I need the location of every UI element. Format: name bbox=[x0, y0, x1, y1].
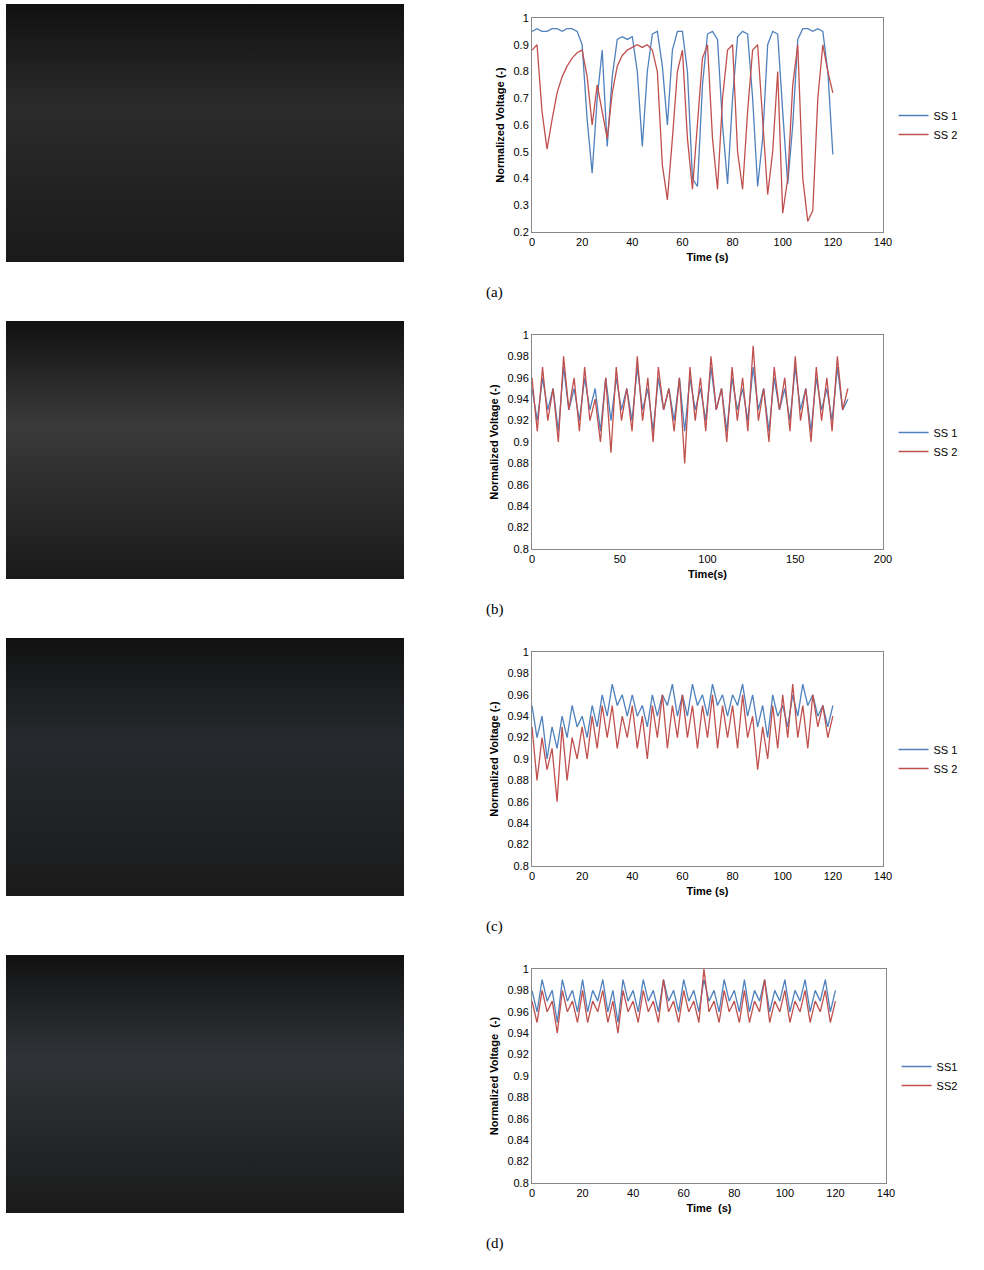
svg-text:0.9: 0.9 bbox=[514, 436, 529, 448]
svg-text:80: 80 bbox=[728, 1187, 740, 1199]
svg-text:1: 1 bbox=[523, 646, 529, 658]
svg-text:40: 40 bbox=[627, 1187, 639, 1199]
svg-text:0.86: 0.86 bbox=[507, 479, 528, 491]
svg-text:100: 100 bbox=[774, 236, 792, 248]
svg-text:1: 1 bbox=[523, 329, 529, 341]
svg-text:200: 200 bbox=[874, 553, 892, 565]
svg-text:0.8: 0.8 bbox=[514, 65, 529, 77]
svg-text:140: 140 bbox=[874, 870, 892, 882]
svg-text:80: 80 bbox=[726, 236, 738, 248]
svg-text:Normalized Voltage (-): Normalized Voltage (-) bbox=[488, 384, 500, 500]
svg-text:0.8: 0.8 bbox=[514, 1177, 529, 1189]
svg-text:SS2: SS2 bbox=[937, 1080, 958, 1092]
html-text:(b): (b) bbox=[486, 601, 504, 617]
svg-text:0.96: 0.96 bbox=[507, 689, 528, 701]
svg-text:0.92: 0.92 bbox=[507, 414, 528, 426]
svg-text:Normalized Voltage (-): Normalized Voltage (-) bbox=[488, 1016, 500, 1135]
svg-text:0.86: 0.86 bbox=[507, 796, 528, 808]
svg-text:0.98: 0.98 bbox=[507, 350, 528, 362]
svg-text:Time (s): Time (s) bbox=[687, 885, 729, 897]
svg-text:150: 150 bbox=[786, 553, 804, 565]
svg-text:SS 1: SS 1 bbox=[934, 110, 958, 122]
svg-text:0.88: 0.88 bbox=[507, 1091, 528, 1103]
svg-text:60: 60 bbox=[676, 236, 688, 248]
svg-text:120: 120 bbox=[824, 236, 842, 248]
svg-text:140: 140 bbox=[874, 236, 892, 248]
svg-text:140: 140 bbox=[877, 1187, 895, 1199]
svg-text:40: 40 bbox=[626, 870, 638, 882]
svg-text:20: 20 bbox=[576, 1187, 588, 1199]
svg-text:Normalized Voltage (-): Normalized Voltage (-) bbox=[494, 67, 506, 183]
html-text:(c): (c) bbox=[486, 918, 503, 934]
svg-text:0.4: 0.4 bbox=[514, 172, 529, 184]
svg-text:1: 1 bbox=[523, 12, 529, 24]
svg-text:40: 40 bbox=[626, 236, 638, 248]
html-text:(a): (a) bbox=[486, 284, 503, 300]
svg-text:20: 20 bbox=[576, 236, 588, 248]
svg-text:0.88: 0.88 bbox=[507, 774, 528, 786]
svg-text:0.94: 0.94 bbox=[507, 393, 528, 405]
svg-text:0.98: 0.98 bbox=[507, 984, 528, 996]
svg-text:0.86: 0.86 bbox=[507, 1113, 528, 1125]
svg-text:100: 100 bbox=[698, 553, 716, 565]
svg-text:Time (s): Time (s) bbox=[686, 1202, 731, 1214]
svg-text:SS 1: SS 1 bbox=[934, 427, 958, 439]
svg-text:0.84: 0.84 bbox=[507, 817, 528, 829]
svg-text:SS1: SS1 bbox=[937, 1061, 958, 1073]
svg-text:80: 80 bbox=[726, 870, 738, 882]
svg-text:1: 1 bbox=[523, 963, 529, 975]
svg-text:0.94: 0.94 bbox=[507, 710, 528, 722]
svg-text:120: 120 bbox=[824, 870, 842, 882]
html-text:(d): (d) bbox=[486, 1235, 504, 1251]
svg-text:Time(s): Time(s) bbox=[688, 568, 727, 580]
svg-text:60: 60 bbox=[676, 870, 688, 882]
svg-text:0.96: 0.96 bbox=[507, 372, 528, 384]
svg-text:0.8: 0.8 bbox=[514, 543, 529, 555]
svg-text:50: 50 bbox=[614, 553, 626, 565]
svg-text:Normalized Voltage (-): Normalized Voltage (-) bbox=[488, 701, 500, 817]
svg-text:0.88: 0.88 bbox=[507, 457, 528, 469]
svg-text:SS 2: SS 2 bbox=[934, 129, 958, 141]
svg-text:0.7: 0.7 bbox=[514, 92, 529, 104]
svg-text:SS 2: SS 2 bbox=[934, 763, 958, 775]
svg-text:0.8: 0.8 bbox=[514, 860, 529, 872]
svg-text:60: 60 bbox=[678, 1187, 690, 1199]
svg-text:120: 120 bbox=[826, 1187, 844, 1199]
svg-text:SS 1: SS 1 bbox=[934, 744, 958, 756]
svg-text:0.82: 0.82 bbox=[507, 1155, 528, 1167]
svg-text:0.9: 0.9 bbox=[514, 1070, 529, 1082]
svg-text:0.6: 0.6 bbox=[514, 119, 529, 131]
svg-text:100: 100 bbox=[776, 1187, 794, 1199]
svg-text:20: 20 bbox=[576, 870, 588, 882]
svg-text:0.2: 0.2 bbox=[514, 226, 529, 238]
svg-text:100: 100 bbox=[774, 870, 792, 882]
svg-text:0.82: 0.82 bbox=[507, 838, 528, 850]
svg-text:0.9: 0.9 bbox=[514, 39, 529, 51]
svg-text:0: 0 bbox=[529, 553, 535, 565]
svg-text:0: 0 bbox=[529, 870, 535, 882]
svg-text:0.98: 0.98 bbox=[507, 667, 528, 679]
svg-text:0.9: 0.9 bbox=[514, 753, 529, 765]
svg-text:0.84: 0.84 bbox=[507, 1134, 528, 1146]
svg-text:0: 0 bbox=[529, 1187, 535, 1199]
svg-text:0.92: 0.92 bbox=[507, 731, 528, 743]
svg-text:0.82: 0.82 bbox=[507, 521, 528, 533]
svg-text:0.96: 0.96 bbox=[507, 1006, 528, 1018]
svg-text:0.94: 0.94 bbox=[507, 1027, 528, 1039]
svg-text:0.3: 0.3 bbox=[514, 199, 529, 211]
svg-text:0.5: 0.5 bbox=[514, 146, 529, 158]
svg-text:SS 2: SS 2 bbox=[934, 446, 958, 458]
svg-text:0.84: 0.84 bbox=[507, 500, 528, 512]
svg-text:0.92: 0.92 bbox=[507, 1048, 528, 1060]
svg-text:0: 0 bbox=[529, 236, 535, 248]
svg-text:Time (s): Time (s) bbox=[687, 251, 729, 263]
